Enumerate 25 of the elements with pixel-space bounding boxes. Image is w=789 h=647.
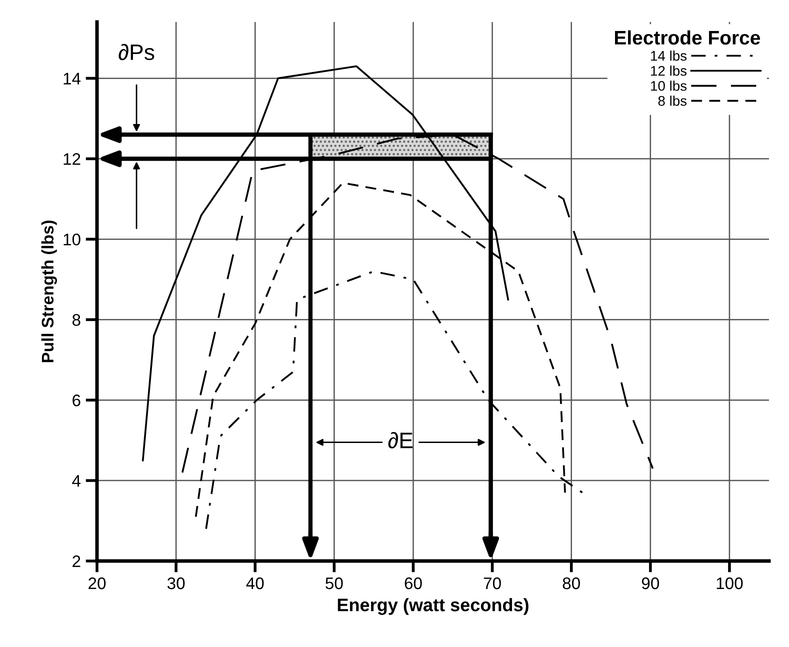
y-tick-label: 6	[72, 394, 80, 406]
x-tick-label: 50	[326, 577, 343, 590]
annotation: ∂E	[388, 432, 413, 448]
x-tick-label: 100	[716, 577, 743, 590]
x-axis-title: Energy (watt seconds)	[338, 598, 528, 615]
legend-title: Electrode Force	[615, 30, 760, 45]
y-tick-label: 8	[72, 314, 80, 326]
x-tick-label: 40	[246, 577, 264, 590]
x-tick-label: 20	[88, 577, 106, 590]
annotation: ∂Ps	[118, 44, 154, 60]
legend-label: 10 lbs	[651, 80, 687, 91]
x-tick-label: 70	[484, 577, 501, 590]
x-tick-label: 30	[167, 577, 185, 590]
y-tick-label: 4	[72, 475, 81, 487]
y-tick-label: 14	[64, 72, 81, 84]
x-tick-label: 80	[562, 577, 580, 590]
legend-label: 12 lbs	[651, 66, 687, 76]
y-tick-label: 12	[64, 153, 80, 165]
y-tick-label: 2	[72, 555, 80, 568]
y-tick-label: 10	[64, 234, 80, 246]
y-axis-title: Pull Strength (lbs)	[41, 220, 57, 362]
legend-label: 14 lbs	[651, 50, 687, 61]
x-tick-label: 90	[642, 577, 660, 590]
legend-label: 8 lbs	[658, 96, 687, 106]
x-tick-label: 60	[404, 577, 422, 590]
